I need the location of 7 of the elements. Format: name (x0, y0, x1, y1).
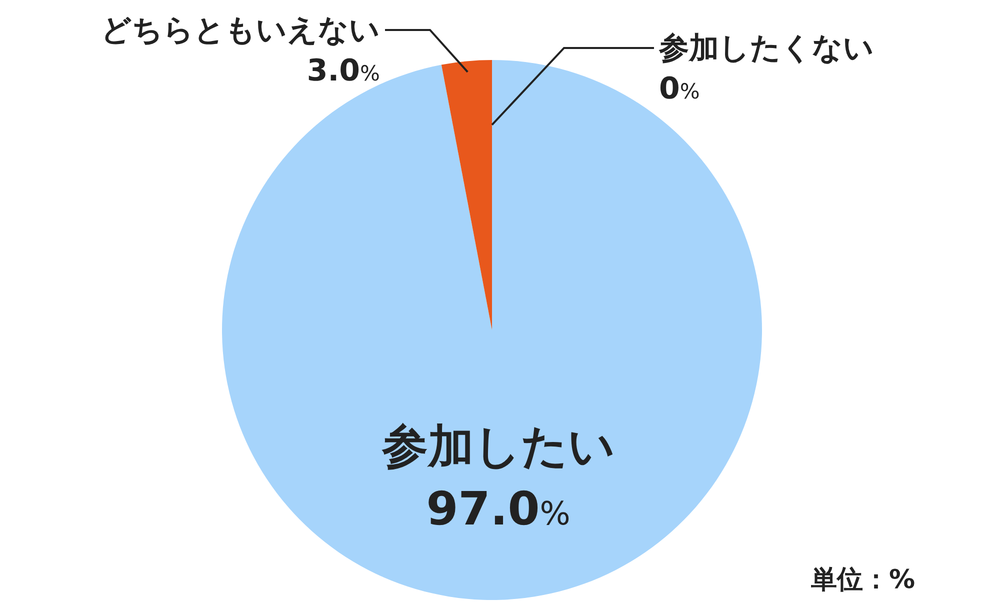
text: 単位：% (810, 565, 915, 595)
data-label: 97.0% (426, 481, 570, 536)
text: 0% (659, 72, 700, 106)
data-label: 3.0% (306, 54, 380, 88)
slice-label: どちらともいえない (101, 13, 380, 48)
slice-label: 参加したい (380, 419, 615, 474)
category-label: 参加したくない (659, 31, 874, 66)
